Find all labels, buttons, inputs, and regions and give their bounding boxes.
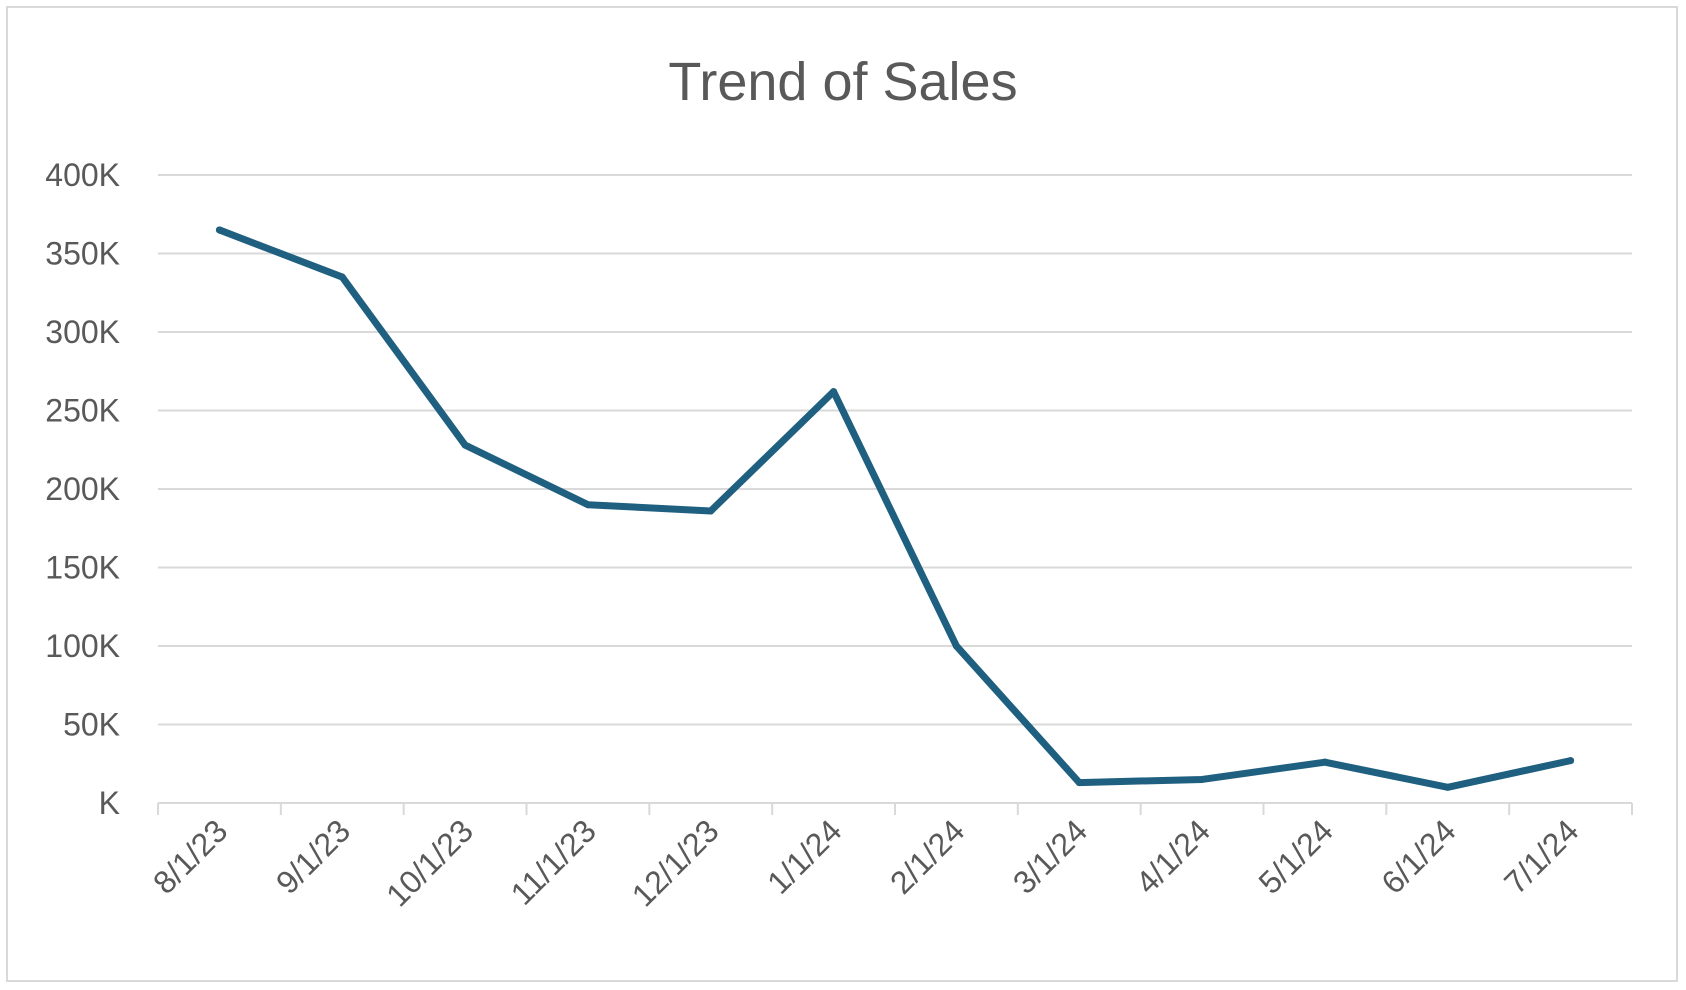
x-tick-label: 7/1/24 (1497, 812, 1585, 900)
x-tick-label: 4/1/24 (1129, 812, 1217, 900)
data-point (1567, 757, 1575, 765)
data-point (952, 642, 960, 650)
chart-area (6, 6, 1678, 982)
data-point (338, 273, 346, 281)
y-axis-tick-labels: K 50K 100K 150K 200K 250K 300K 350K 400K (45, 157, 120, 821)
x-tick-label: 10/1/23 (379, 812, 480, 913)
x-tick-label: 8/1/23 (146, 812, 234, 900)
data-point (1321, 758, 1329, 766)
y-tick-label: 350K (45, 236, 120, 272)
x-tick-label: 1/1/24 (760, 812, 848, 900)
data-point (707, 507, 715, 515)
y-tick-label: 50K (63, 707, 120, 743)
x-tick-label: 6/1/24 (1374, 812, 1462, 900)
data-point (1198, 775, 1206, 783)
y-tick-label: 200K (45, 471, 120, 507)
y-tick-label: 100K (45, 628, 120, 664)
x-axis-tick-labels: 8/1/23 9/1/23 10/1/23 11/1/23 12/1/23 1/1/24 2… (146, 812, 1586, 913)
data-point (1075, 779, 1083, 787)
x-tick-label: 9/1/23 (269, 812, 357, 900)
y-tick-label: 250K (45, 393, 120, 429)
data-point (584, 501, 592, 509)
x-tick-label: 2/1/24 (883, 812, 971, 900)
y-tick-label: 400K (45, 157, 120, 193)
x-tick-label: 12/1/23 (625, 812, 726, 913)
y-tick-label: K (99, 785, 120, 821)
y-tick-label: 150K (45, 550, 120, 586)
x-tick-label: 11/1/23 (504, 812, 603, 911)
series-layer (215, 226, 1575, 791)
data-point (1444, 783, 1452, 791)
gridlines (158, 174, 1632, 726)
x-axis (157, 802, 1633, 815)
data-point (830, 388, 838, 396)
y-tick-label: 300K (45, 314, 120, 350)
data-point (215, 226, 223, 234)
data-point (461, 441, 469, 449)
chart-title: Trend of Sales (668, 52, 1017, 112)
x-tick-label: 5/1/24 (1252, 812, 1340, 900)
series-line (215, 226, 1575, 791)
x-tick-label: 3/1/24 (1006, 812, 1094, 900)
